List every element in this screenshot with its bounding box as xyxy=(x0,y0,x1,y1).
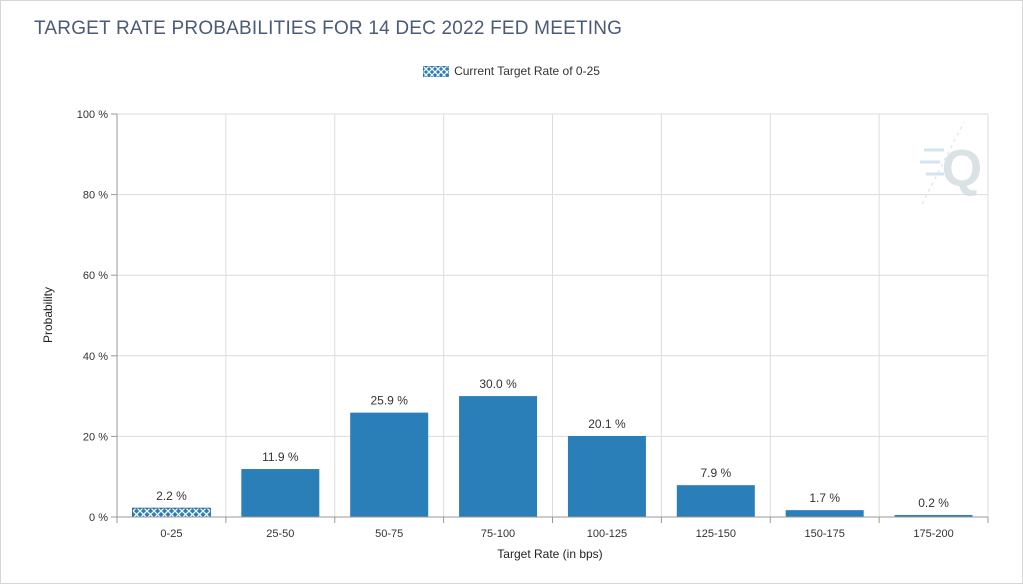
x-tick-label: 0-25 xyxy=(160,528,182,540)
bar-150-175[interactable] xyxy=(785,510,864,517)
x-tick-label: 175-200 xyxy=(913,528,953,540)
y-tick-label: 0 % xyxy=(89,512,108,524)
labels-layer: 2.2 % 11.9 % 25.9 % 30.0 % 20.1 % 7.9 % 1.7 % 0… xyxy=(156,377,949,510)
bar-50-75[interactable] xyxy=(350,412,429,517)
q-watermark-icon: Q xyxy=(920,121,982,205)
hatched-swatch-icon xyxy=(423,65,450,77)
bar-125-150[interactable] xyxy=(676,485,755,517)
axis-layer: 0 % 20 % 40 % 60 % 80 % 100 % 0-25 25-50 50-75 75… xyxy=(77,109,989,540)
bar-175-200[interactable] xyxy=(894,515,973,517)
bar-0-25[interactable] xyxy=(132,507,211,518)
bar-value-label: 7.9 % xyxy=(700,466,731,480)
y-tick-label: 40 % xyxy=(83,351,108,363)
bar-75-100[interactable] xyxy=(459,396,538,517)
chart-title: TARGET RATE PROBABILITIES FOR 14 DEC 202… xyxy=(34,18,623,39)
legend-label: Current Target Rate of 0-25 xyxy=(454,64,600,78)
x-tick-label: 75-100 xyxy=(481,528,515,540)
svg-text:Q: Q xyxy=(942,140,982,198)
y-tick-label: 100 % xyxy=(77,109,108,121)
x-tick-label: 100-125 xyxy=(587,528,627,540)
x-tick-label: 25-50 xyxy=(266,528,294,540)
x-tick-label: 125-150 xyxy=(696,528,736,540)
bar-value-label: 30.0 % xyxy=(479,377,517,391)
x-axis-title: Target Rate (in bps) xyxy=(497,547,602,561)
bar-25-50[interactable] xyxy=(241,469,320,517)
grid-layer xyxy=(116,113,989,518)
bar-value-label: 0.2 % xyxy=(918,496,949,510)
bar-value-label: 2.2 % xyxy=(156,489,187,503)
bar-value-label: 11.9 % xyxy=(262,450,299,464)
bar-value-label: 1.7 % xyxy=(809,491,840,505)
bars-layer xyxy=(132,396,973,518)
legend-item-current-target[interactable]: Current Target Rate of 0-25 xyxy=(423,64,600,78)
y-axis-title: Probability xyxy=(41,287,55,343)
bar-100-125[interactable] xyxy=(567,435,646,517)
x-tick-label: 50-75 xyxy=(375,528,403,540)
bar-value-label: 20.1 % xyxy=(588,417,626,431)
x-tick-label: 150-175 xyxy=(805,528,845,540)
y-tick-label: 80 % xyxy=(83,190,108,202)
y-tick-label: 20 % xyxy=(83,431,108,443)
bar-value-label: 25.9 % xyxy=(371,394,409,408)
chart-legend: Current Target Rate of 0-25 xyxy=(0,64,1023,80)
y-tick-label: 60 % xyxy=(83,270,108,282)
